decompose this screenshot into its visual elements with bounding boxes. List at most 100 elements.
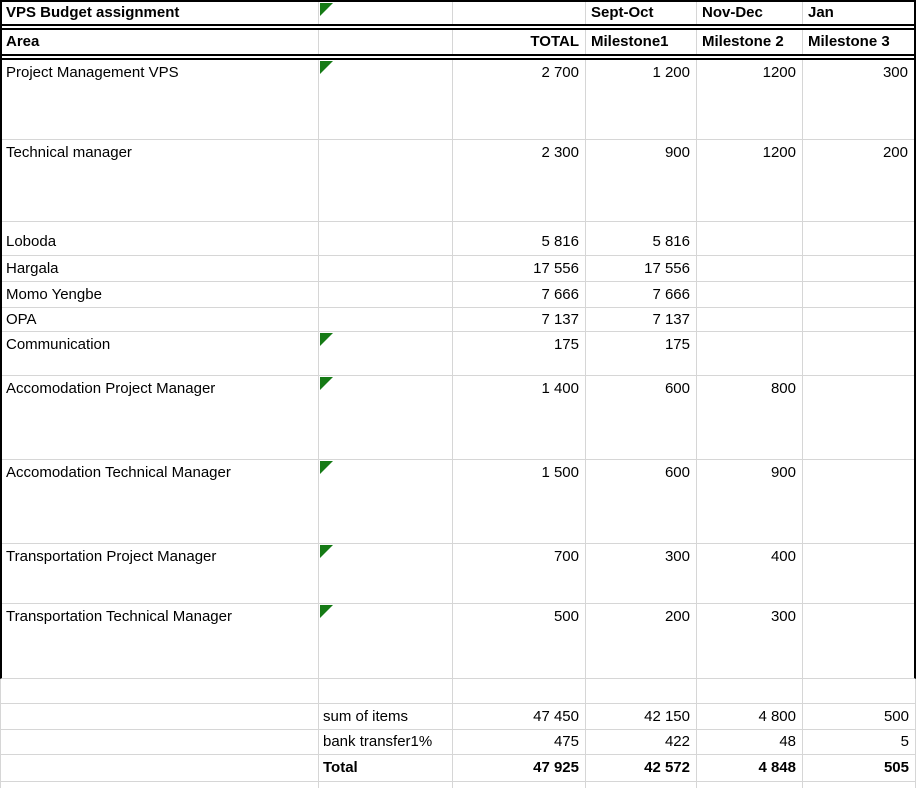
cell-milestone3[interactable] [803,544,914,603]
cell-summary-label[interactable]: sum of items [319,704,453,729]
cell-month-nov-dec[interactable]: Nov-Dec [697,2,803,24]
cell-milestone2[interactable] [697,256,803,281]
cell-b[interactable] [319,282,453,307]
cell-b[interactable] [319,782,453,788]
cell-milestone2[interactable] [697,222,803,255]
cell-milestone1[interactable]: 600 [586,376,697,459]
cell-month-sept-oct[interactable]: Sept-Oct [586,2,697,24]
cell-milestone3[interactable] [803,679,915,703]
cell-total[interactable]: 475 [453,730,586,754]
cell-area[interactable]: Accomodation Technical Manager [2,460,319,543]
cell-total[interactable] [453,2,586,24]
cell-header-total[interactable]: TOTAL [453,30,586,54]
cell-total[interactable]: 175 [453,332,586,375]
cell-total[interactable] [453,679,586,703]
cell-b[interactable] [319,222,453,255]
cell-b[interactable] [319,376,453,459]
cell-milestone1[interactable]: 7 137 [586,308,697,331]
cell-milestone2[interactable]: 900 [697,460,803,543]
cell-area[interactable] [1,704,319,729]
cell-total[interactable]: 1 400 [453,376,586,459]
cell-area[interactable]: Transportation Technical Manager [2,604,319,678]
cell-milestone3[interactable] [803,308,914,331]
cell-milestone1[interactable]: 1 200 [586,60,697,139]
cell-milestone1[interactable]: 175 [586,332,697,375]
cell-header-area[interactable]: Area [2,30,319,54]
cell-milestone1[interactable]: 42 572 [586,755,697,781]
cell-total[interactable]: 17 556 [453,256,586,281]
cell-b[interactable] [319,679,453,703]
cell-b[interactable] [319,30,453,54]
cell-b[interactable] [319,544,453,603]
cell-total[interactable]: 700 [453,544,586,603]
cell-milestone3[interactable] [803,256,914,281]
cell-milestone2[interactable]: 400 [697,544,803,603]
cell-area[interactable]: Communication [2,332,319,375]
cell-milestone3[interactable]: 505 [883,759,909,776]
cell-total[interactable]: 7 666 [453,282,586,307]
cell-milestone1[interactable] [586,782,697,788]
cell-b[interactable] [319,604,453,678]
cell-milestone1[interactable]: 900 [586,140,697,221]
cell-milestone2[interactable]: 48 [697,730,803,754]
cell-total[interactable]: 2 700 [453,60,586,139]
cell-b[interactable] [319,332,453,375]
cell-area[interactable]: Transportation Project Manager [2,544,319,603]
cell-milestone1[interactable]: 17 556 [586,256,697,281]
cell-milestone2[interactable] [697,782,803,788]
cell-milestone2[interactable]: 1200 [697,140,803,221]
cell-milestone3[interactable] [803,332,914,375]
cell-milestone3[interactable] [803,782,915,788]
cell-total[interactable]: 7 137 [453,308,586,331]
cell-milestone3[interactable] [803,376,914,459]
cell-b[interactable] [319,140,453,221]
cell-total[interactable]: 500 [453,604,586,678]
cell-total[interactable]: 1 500 [453,460,586,543]
cell-milestone1[interactable]: 42 150 [586,704,697,729]
cell-milestone3[interactable] [803,282,914,307]
cell-total[interactable]: 2 300 [453,140,586,221]
cell-area[interactable]: Technical manager [2,140,319,221]
cell-area[interactable] [1,730,319,754]
cell-milestone2[interactable]: 4 800 [697,704,803,729]
cell-area[interactable]: Momo Yengbe [2,282,319,307]
cell-milestone1[interactable]: 600 [586,460,697,543]
cell-milestone2[interactable] [697,282,803,307]
cell-area[interactable] [1,755,319,781]
cell-milestone1[interactable]: 422 [586,730,697,754]
cell-milestone2[interactable]: 4 848 [697,755,803,781]
cell-milestone3[interactable] [803,222,914,255]
cell-total[interactable] [453,782,586,788]
cell-area[interactable]: Loboda [2,222,319,255]
cell-milestone3[interactable]: 200 [882,144,908,161]
cell-milestone2[interactable] [697,679,803,703]
cell-milestone2[interactable]: 800 [697,376,803,459]
cell-milestone3[interactable] [803,604,914,678]
cell-milestone2[interactable] [697,332,803,375]
cell-total[interactable]: 47 925 [453,755,586,781]
cell-header-milestone1[interactable]: Milestone1 [586,30,697,54]
cell-total[interactable]: 47 450 [453,704,586,729]
cell-title[interactable]: VPS Budget assignment [2,2,319,24]
cell-milestone3[interactable]: 500 [883,707,909,725]
cell-area[interactable]: OPA [2,308,319,331]
cell-b[interactable] [319,256,453,281]
cell-area[interactable]: Hargala [2,256,319,281]
cell-milestone3[interactable] [803,460,914,543]
cell-total[interactable]: 5 816 [453,222,586,255]
cell-area[interactable]: Project Management VPS [2,60,319,139]
cell-b[interactable] [319,2,453,24]
cell-milestone2[interactable] [697,308,803,331]
cell-milestone3[interactable]: 300 [882,64,908,81]
cell-b[interactable] [319,308,453,331]
cell-area[interactable]: Accomodation Project Manager [2,376,319,459]
cell-milestone3[interactable]: 5 [900,733,909,750]
cell-milestone2[interactable]: 1200 [697,60,803,139]
cell-area[interactable] [1,679,319,703]
cell-summary-label[interactable]: bank transfer1% [319,730,453,754]
cell-header-milestone2[interactable]: Milestone 2 [697,30,803,54]
cell-milestone1[interactable] [586,679,697,703]
cell-milestone2[interactable]: 300 [697,604,803,678]
cell-b[interactable] [319,460,453,543]
cell-milestone1[interactable]: 7 666 [586,282,697,307]
